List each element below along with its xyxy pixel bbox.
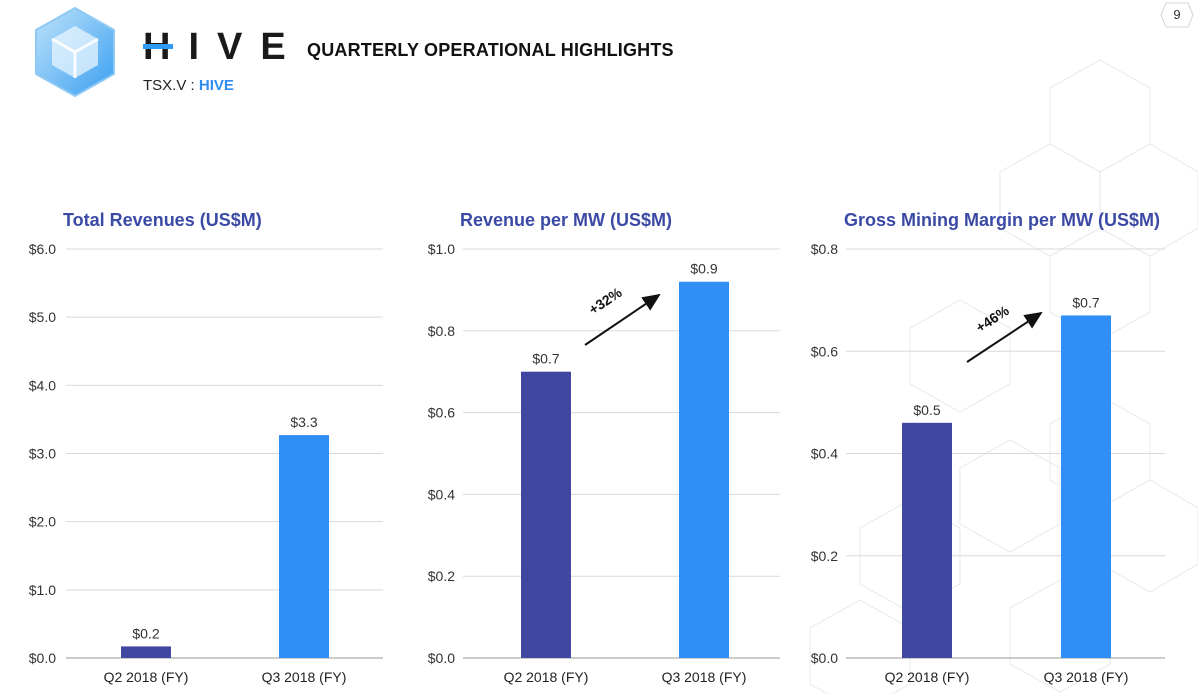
- bar: [521, 371, 571, 658]
- chart-title-total-revenues: Total Revenues (US$M): [63, 210, 262, 230]
- y-tick-label: $0.8: [428, 323, 455, 339]
- data-label: $0.2: [132, 625, 159, 641]
- page-number-badge: 9: [1160, 2, 1194, 28]
- y-tick-label: $1.0: [29, 582, 56, 598]
- growth-arrow-icon: [584, 293, 661, 346]
- y-tick-label: $0.6: [811, 343, 838, 359]
- growth-arrow-icon: [966, 311, 1043, 363]
- y-tick-label: $0.2: [811, 548, 838, 564]
- y-tick-label: $2.0: [29, 514, 56, 530]
- bar: [121, 646, 171, 658]
- y-tick-label: $0.2: [428, 568, 455, 584]
- x-tick-label: Q2 2018 (FY): [504, 669, 589, 685]
- y-tick-label: $0.6: [428, 405, 455, 421]
- bar: [902, 422, 952, 658]
- y-tick-label: $6.0: [29, 241, 56, 257]
- y-tick-label: $0.4: [428, 486, 455, 502]
- ticker-line: TSX.V : HIVE: [143, 77, 234, 94]
- growth-annotation: +32%: [586, 284, 625, 318]
- data-label: $0.7: [1072, 294, 1099, 310]
- x-tick-label: Q3 2018 (FY): [662, 669, 747, 685]
- chart-title-revenue-per-mw: Revenue per MW (US$M): [460, 210, 673, 230]
- hive-logo-icon: [35, 7, 115, 97]
- y-tick-label: $0.0: [811, 650, 838, 666]
- x-tick-label: Q3 2018 (FY): [262, 669, 347, 685]
- x-tick-label: Q2 2018 (FY): [104, 669, 189, 685]
- y-tick-label: $0.4: [811, 446, 838, 462]
- data-label: $0.7: [532, 351, 559, 367]
- y-tick-label: $5.0: [29, 309, 56, 325]
- chart-title-gross-margin-per-mw: Gross Mining Margin per MW (US$M): [844, 210, 1161, 230]
- bar: [279, 435, 329, 658]
- y-tick-label: $0.8: [811, 241, 838, 257]
- data-label: $3.3: [290, 414, 317, 430]
- page-number-hex-icon: [1160, 2, 1194, 28]
- page-number: 9: [1173, 7, 1181, 22]
- y-tick-label: $0.0: [428, 650, 455, 666]
- ticker-prefix: TSX.V :: [143, 77, 199, 94]
- y-tick-label: $0.0: [29, 650, 56, 666]
- x-tick-label: Q3 2018 (FY): [1044, 669, 1129, 685]
- data-label: $0.9: [690, 261, 717, 277]
- bar: [1061, 315, 1111, 658]
- ticker-symbol: HIVE: [198, 77, 234, 94]
- page-title: QUARTERLY OPERATIONAL HIGHLIGHTS: [307, 40, 674, 60]
- growth-annotation: +46%: [973, 302, 1012, 336]
- y-tick-label: $1.0: [428, 241, 455, 257]
- y-tick-label: $4.0: [29, 377, 56, 393]
- brand-accent-bar: [143, 44, 173, 49]
- bar: [679, 281, 729, 658]
- y-tick-label: $3.0: [29, 446, 56, 462]
- data-label: $0.5: [913, 402, 940, 418]
- x-tick-label: Q2 2018 (FY): [885, 669, 970, 685]
